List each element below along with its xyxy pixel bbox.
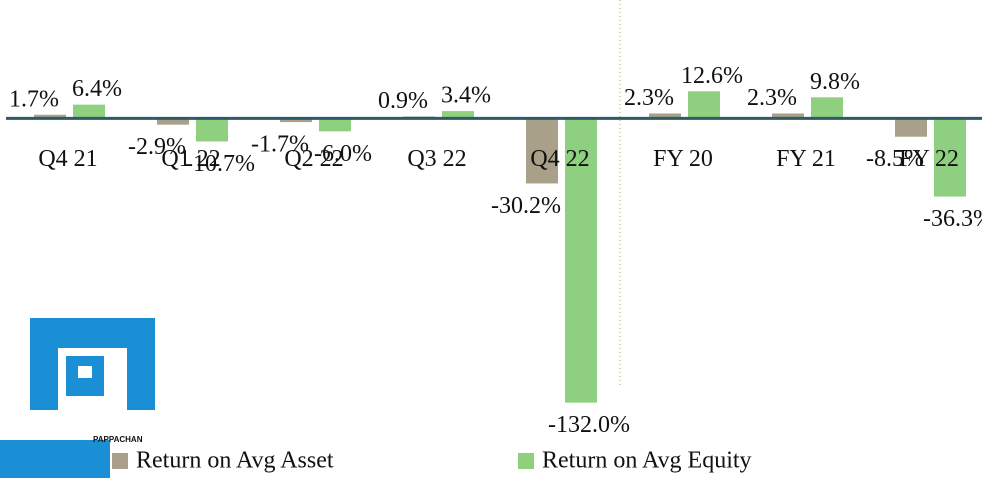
data-label: 9.8% [810, 69, 860, 95]
data-label: -132.0% [548, 412, 630, 438]
bar [280, 118, 312, 123]
bar [772, 113, 804, 119]
data-label: 3.4% [441, 83, 491, 109]
x-tick-label: Q1 22 [161, 146, 220, 172]
x-tick-label: FY 22 [899, 146, 959, 172]
data-label: 0.9% [378, 88, 428, 114]
bar [895, 118, 927, 137]
logo: PAPPACHAN [0, 318, 155, 478]
x-tick-label: FY 20 [653, 146, 713, 172]
data-label: 6.4% [72, 76, 122, 102]
data-label: -10.7% [185, 151, 255, 177]
data-label: 12.6% [681, 63, 743, 89]
data-label: 2.3% [624, 85, 674, 111]
x-tick-label: Q3 22 [407, 146, 466, 172]
bar [442, 111, 474, 119]
x-tick-label: FY 21 [776, 146, 836, 172]
x-tick-label: Q4 22 [530, 146, 589, 172]
bar [811, 97, 843, 119]
bar [526, 118, 558, 184]
data-label: -2.9% [128, 134, 186, 160]
bar [196, 118, 228, 142]
data-label: -1.7% [251, 132, 309, 158]
data-label: 1.7% [9, 86, 59, 112]
legend-swatch [112, 453, 128, 469]
bar [649, 113, 681, 119]
data-label: -8.5% [866, 146, 924, 172]
data-label: -30.2% [491, 193, 561, 219]
data-label: 2.3% [747, 85, 797, 111]
x-tick-label: Q4 21 [38, 146, 97, 172]
data-label: -6.0% [314, 141, 372, 167]
logo-tagline: PAPPACHAN [93, 435, 143, 444]
data-label: -36.3% [923, 206, 982, 232]
bar [565, 118, 597, 403]
bar [34, 114, 66, 119]
bar [688, 91, 720, 119]
legend-label: Return on Avg Equity [542, 448, 752, 474]
bar [934, 118, 966, 197]
legend-swatch [518, 453, 534, 469]
bar [73, 104, 105, 119]
bar [157, 118, 189, 125]
bar [319, 118, 351, 132]
x-tick-label: Q2 22 [284, 146, 343, 172]
legend-label: Return on Avg Asset [136, 448, 334, 474]
